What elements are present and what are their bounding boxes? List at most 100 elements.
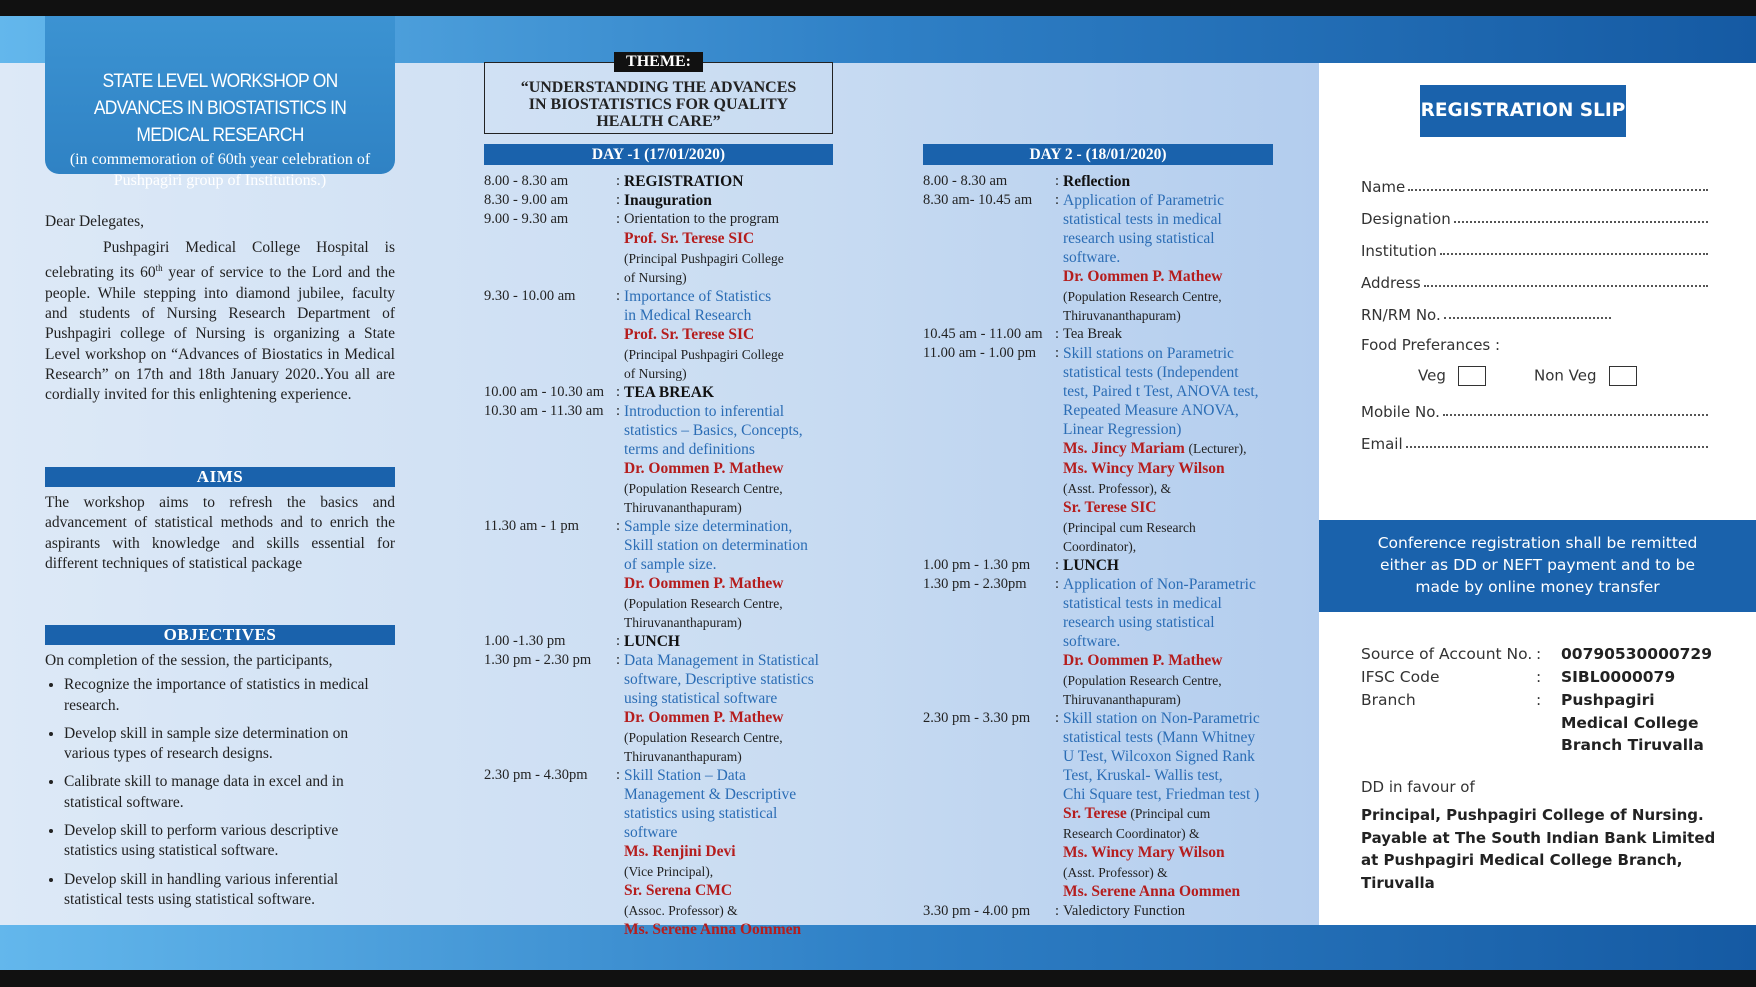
- day2-heading: DAY 2 - (18/01/2020): [923, 144, 1273, 165]
- session-topic: statistical tests in medical: [1063, 211, 1222, 228]
- speaker-line: Dr. Oommen P. Mathew: [1063, 651, 1283, 671]
- session-topic: software.: [1063, 249, 1121, 266]
- top-bar: [0, 0, 1756, 16]
- speaker-role: Thiruvananthapuram): [624, 615, 742, 630]
- session-text: Tea Break: [1063, 326, 1122, 342]
- theme-label: THEME:: [614, 52, 703, 72]
- speaker-name: Dr. Oommen P. Mathew: [624, 460, 784, 477]
- separator: :: [1055, 903, 1060, 919]
- speaker-role: (Vice Principal),: [624, 864, 714, 879]
- field-label: Address: [1361, 274, 1421, 292]
- session-title: LUNCH: [1063, 557, 1119, 574]
- subtitle: (in commemoration of 60th year celebrati…: [69, 151, 371, 189]
- speaker-name: Ms. Serene Anna Oommen: [1063, 883, 1241, 900]
- session-topic: research using statistical: [1063, 614, 1215, 631]
- separator: :: [1536, 691, 1542, 709]
- session-time: 10.45 am - 11.00 am: [923, 326, 1043, 342]
- session-time: 8.00 - 8.30 am: [484, 173, 569, 189]
- letter-body: Pushpagiri Medical College Hospital is c…: [45, 238, 395, 406]
- separator: :: [1055, 576, 1060, 592]
- food-option: Non Veg: [1534, 366, 1637, 386]
- session-topic: Skill station on Non-Parametric: [1063, 710, 1260, 727]
- session: 8.30 - 9.00 am: Inauguration: [484, 191, 844, 210]
- session: 11.00 am - 1.00 pm: Skill stations on Par…: [923, 344, 1283, 556]
- session-time: 8.30 am- 10.45 am: [923, 192, 1033, 208]
- bank-label: Branch: [1361, 691, 1416, 709]
- speaker-role: (Population Research Centre,: [1063, 673, 1222, 688]
- speaker-line: Ms. Serene Anna Oommen: [1063, 882, 1283, 902]
- bank-label: Source of Account No.: [1361, 645, 1533, 663]
- speaker-name: Sr. Serena CMC: [624, 882, 733, 899]
- session-content: Tea Break: [1063, 325, 1283, 344]
- session-content: LUNCH: [1063, 556, 1283, 575]
- session: 3.30 pm - 4.00 pm: Valedictory Function: [923, 902, 1283, 921]
- session-time: 11.30 am - 1 pm: [484, 518, 579, 534]
- separator: :: [616, 518, 621, 534]
- form-field: Email: [1361, 429, 1708, 453]
- session-topic: Skill Station – Data: [624, 767, 746, 784]
- speaker-line: Prof. Sr. Terese SIC: [624, 229, 844, 249]
- speaker-role: Research Coordinator) &: [1063, 826, 1200, 841]
- session-topic: Management & Descriptive: [624, 786, 797, 803]
- speaker-line: Dr. Oommen P. Mathew: [1063, 267, 1283, 287]
- session-topic: Skill stations on Parametric: [1063, 345, 1234, 362]
- body-text: Pushpagiri Medical College Hospital is c…: [45, 239, 395, 282]
- field-label: RN/RM No.: [1361, 306, 1441, 324]
- speaker-line: Ms. Jincy Mariam (Lecturer),: [1063, 439, 1283, 459]
- session-topic: terms and definitions: [624, 441, 755, 458]
- session-topic: Test, Kruskal- Wallis test,: [1063, 767, 1223, 784]
- session-topic: statistical tests (Independent: [1063, 364, 1239, 381]
- theme-box: “UNDERSTANDING THE ADVANCES IN BIOSTATIS…: [484, 62, 833, 134]
- session: 11.30 am - 1 pm: Sample size determinatio…: [484, 517, 844, 632]
- bottom-band: [0, 925, 1756, 970]
- session-content: Inauguration: [624, 191, 844, 210]
- speaker-role: (Asst. Professor) &: [1063, 865, 1168, 880]
- food-label: Food Preferances :: [1361, 336, 1501, 354]
- body-text: year of service to the Lord and the peop…: [45, 264, 395, 404]
- title: STATE LEVEL WORKSHOP ON ADVANCES IN BIOS…: [93, 71, 347, 146]
- session-topic: software, Descriptive statistics: [624, 671, 814, 688]
- speaker-name: Prof. Sr. Terese SIC: [624, 230, 755, 247]
- speaker-role: (Principal cum: [1130, 806, 1211, 821]
- aims-heading: AIMS: [45, 467, 395, 487]
- bank-value: Pushpagiri Medical College Branch Tiruva…: [1561, 691, 1704, 754]
- session-time: 2.30 pm - 3.30 pm: [923, 710, 1031, 726]
- speaker-line: Sr. Terese SIC: [1063, 498, 1283, 518]
- speaker-role: (Lecturer),: [1188, 441, 1247, 456]
- speaker-role: Thiruvananthapuram): [624, 500, 742, 515]
- option-label: Veg: [1418, 366, 1446, 385]
- speaker-role: Thiruvananthapuram): [1063, 692, 1181, 707]
- separator: :: [1536, 668, 1542, 686]
- speaker-name: Dr. Oommen P. Mathew: [1063, 268, 1223, 285]
- separator: :: [616, 211, 621, 227]
- session: 10.30 am - 11.30 am: Introduction to infe…: [484, 402, 844, 517]
- session-topic: software: [624, 824, 678, 841]
- form-field: Institution: [1361, 236, 1708, 260]
- session-topic: Importance of Statistics: [624, 288, 772, 305]
- session-topic: Application of Parametric: [1063, 192, 1224, 209]
- speaker-name: Ms. Wincy Mary Wilson: [1063, 460, 1225, 477]
- theme-text: “UNDERSTANDING THE ADVANCES IN BIOSTATIS…: [520, 79, 797, 130]
- bank-label: IFSC Code: [1361, 668, 1440, 686]
- session: 9.00 - 9.30 am: Orientation to the progra…: [484, 210, 844, 287]
- day1-heading: DAY -1 (17/01/2020): [484, 144, 833, 165]
- session: 1.30 pm - 2.30pm: Application of Non-Para…: [923, 575, 1283, 709]
- speaker-role: Coordinator),: [1063, 539, 1137, 554]
- session-content: Orientation to the program Prof. Sr. Tere…: [624, 210, 844, 287]
- speaker-line: Prof. Sr. Terese SIC: [624, 325, 844, 345]
- checkbox[interactable]: [1457, 366, 1486, 386]
- session: 1.00 -1.30 pm: LUNCH: [484, 632, 844, 651]
- session-time: 9.00 - 9.30 am: [484, 211, 569, 227]
- session: 1.30 pm - 2.30 pm: Data Management in Sta…: [484, 651, 844, 766]
- session-title: TEA BREAK: [624, 384, 715, 401]
- session-topic: in Medical Research: [624, 307, 752, 324]
- checkbox[interactable]: [1608, 366, 1637, 386]
- speaker-role: (Assoc. Professor) &: [624, 903, 738, 918]
- separator: :: [616, 403, 621, 419]
- session-topic: Repeated Measure ANOVA,: [1063, 402, 1239, 419]
- objective-item: Develop skill in sample size determinati…: [64, 724, 395, 765]
- session-title: Inauguration: [624, 192, 712, 209]
- session-topic: Skill station on determination: [624, 537, 808, 554]
- objective-item: Develop skill in handling various infere…: [64, 870, 395, 911]
- separator: :: [1055, 710, 1060, 726]
